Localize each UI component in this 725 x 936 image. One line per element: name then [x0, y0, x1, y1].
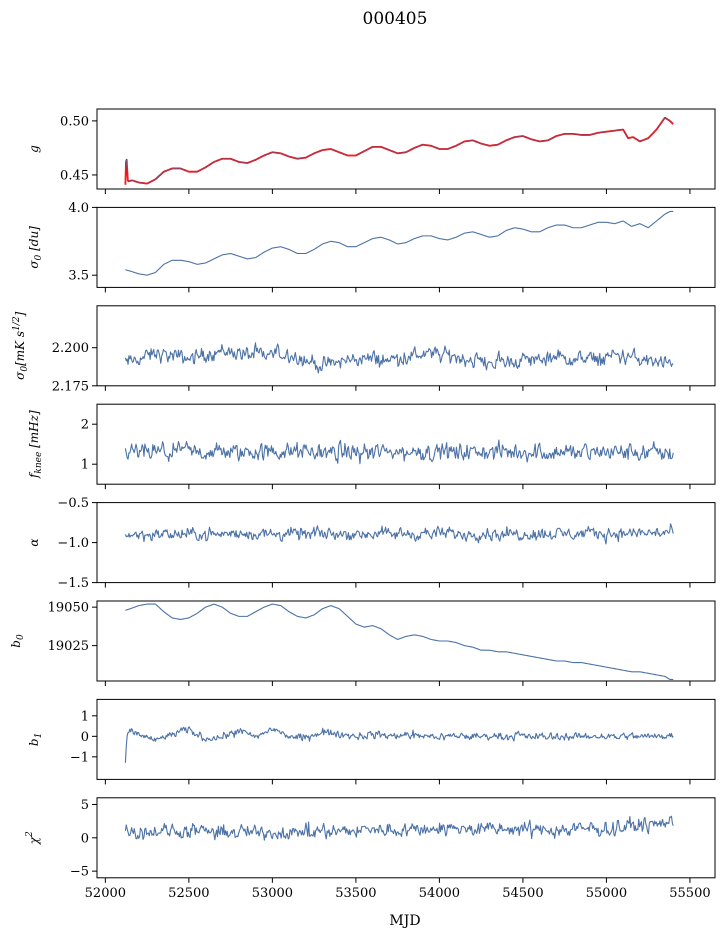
series-line-2-1: [125, 210, 674, 276]
y-axis-label-7: b1: [27, 733, 44, 746]
y-axis-label-8: χ2: [25, 831, 41, 845]
x-tick-label: 52500: [168, 886, 209, 901]
panel-3: 2.175 2.200 σ0[mK s1/2]: [12, 305, 716, 394]
y-tick-label: 5: [81, 798, 89, 813]
x-tick-label: 53000: [252, 886, 293, 901]
y-axis-label-1: g: [27, 145, 41, 153]
panel-5: −1.5 −1.0 −0.5 α: [27, 496, 716, 591]
y-tick-label: 4.0: [68, 201, 89, 216]
axes-frame-6: [96, 600, 716, 682]
y-tick-label: 2: [81, 418, 89, 433]
y-tick-label: 0: [81, 730, 89, 745]
panel-1: 0.45 0.50 g: [27, 108, 716, 194]
x-tick-label: 53500: [335, 886, 376, 901]
axes-frame-7: [96, 698, 716, 780]
figure-title: 000405: [363, 9, 428, 29]
series-line-7-1: [124, 726, 674, 763]
y-tick-label: 0.45: [60, 168, 89, 183]
y-tick-label: −0.5: [57, 496, 89, 511]
series-line-3-1: [124, 342, 674, 374]
y-axis-label-2: σ0 [du]: [27, 226, 44, 269]
y-tick-label: 19050: [48, 601, 89, 616]
y-tick-label: 0.50: [60, 114, 89, 129]
axes-frame-3: [96, 305, 716, 387]
y-tick-label: 2.175: [52, 379, 89, 394]
y-tick-label: −1.0: [57, 536, 89, 551]
y-tick-label: −5: [70, 865, 89, 880]
series-line-8-1: [124, 815, 674, 841]
panel-6: 19025 19050 b0: [9, 600, 716, 686]
panel-4: 1 2 fknee [mHz]: [27, 403, 716, 490]
x-tick-label: 52000: [85, 886, 126, 901]
y-axis-label-3: σ0[mK s1/2]: [12, 311, 30, 379]
y-axis-label-4: fknee [mHz]: [27, 410, 44, 479]
y-tick-label: 1: [81, 458, 89, 473]
y-tick-label: 0: [81, 831, 89, 846]
y-tick-label: 2.200: [52, 341, 89, 356]
x-tick-label: 55500: [669, 886, 710, 901]
series-line-4-1: [124, 439, 674, 465]
series-line-5-1: [124, 523, 674, 545]
axes-frame-1: [96, 108, 716, 190]
axes-frame-2: [96, 206, 716, 288]
x-tick-label: 55000: [586, 886, 627, 901]
panel-7: −1 0 1 b1: [27, 698, 716, 785]
y-tick-label: 19025: [48, 639, 89, 654]
y-tick-label: −1: [70, 750, 89, 765]
panel-8: −5 0 5 52000 52500 53000 53500 54000 54500 55000 5…: [25, 797, 716, 901]
series-line-1-1: [124, 117, 674, 185]
series-line-6-1: [125, 603, 674, 681]
y-axis-label-5: α: [27, 539, 41, 547]
panels: 0.45 0.50 g 3.5 4.0 σ0 [du] 2.175 2.200 σ0[mK s1…: [9, 108, 716, 901]
x-axis-label: MJD: [389, 913, 420, 929]
panel-2: 3.5 4.0 σ0 [du]: [27, 201, 716, 293]
y-axis-label-6: b0: [9, 634, 26, 648]
fit-line: [124, 117, 674, 185]
x-tick-label: 54000: [419, 886, 460, 901]
y-tick-label: 3.5: [68, 269, 89, 284]
axes-frame-5: [96, 502, 716, 584]
axes-frame-4: [96, 403, 716, 485]
x-tick-label: 54500: [502, 886, 543, 901]
y-tick-label: −1.5: [57, 576, 89, 591]
y-tick-label: 1: [81, 709, 89, 724]
